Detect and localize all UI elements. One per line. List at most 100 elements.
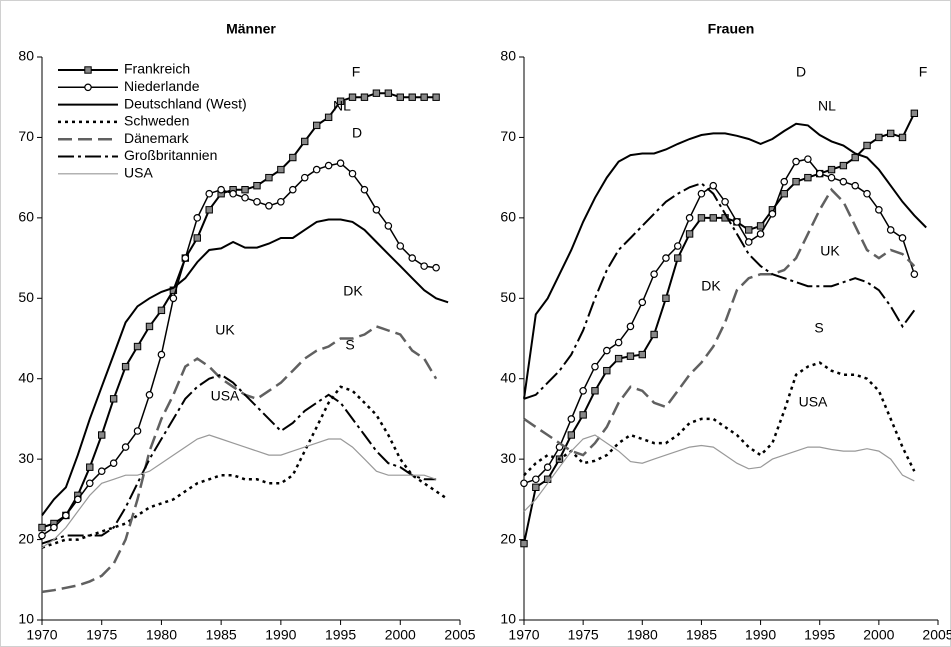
marker: [396, 242, 405, 250]
marker: [121, 443, 130, 451]
marker: [324, 113, 333, 122]
marker: [685, 230, 694, 238]
marker: [910, 109, 919, 117]
y-tick-label: 70: [500, 128, 516, 144]
marker: [38, 531, 46, 540]
y-tick-label: 60: [500, 209, 516, 225]
marker: [133, 342, 142, 351]
y-tick-label: 60: [18, 209, 34, 225]
marker: [288, 185, 297, 194]
marker: [898, 133, 907, 142]
marker: [638, 350, 646, 359]
marker: [756, 222, 765, 230]
marker: [875, 206, 883, 214]
x-tick-label: 1985: [206, 627, 237, 643]
marker: [336, 159, 345, 167]
chart-title: Männer: [226, 21, 276, 37]
x-tick-label: 2000: [385, 627, 416, 643]
y-tick-label: 50: [18, 289, 34, 305]
marker: [744, 238, 753, 246]
x-tick-label: 1970: [26, 627, 57, 643]
marker: [420, 93, 428, 101]
marker: [396, 93, 404, 101]
x-tick-label: 1985: [686, 627, 717, 643]
y-tick-label: 10: [18, 611, 34, 627]
marker: [579, 386, 587, 395]
x-tick-label: 1970: [508, 627, 539, 643]
marker: [109, 395, 118, 403]
marker: [638, 298, 647, 307]
x-tick-label: 1975: [86, 627, 117, 643]
marker: [532, 475, 540, 484]
marker: [756, 230, 765, 238]
marker: [205, 189, 214, 198]
marker: [591, 362, 599, 371]
marker: [277, 165, 285, 174]
marker: [827, 165, 836, 174]
series-line: [523, 187, 916, 457]
marker: [408, 254, 417, 262]
marker: [532, 483, 540, 491]
annotation: S: [345, 337, 354, 353]
annotation: USA: [211, 388, 240, 404]
marker: [265, 201, 273, 210]
y-tick-label: 70: [18, 128, 34, 144]
series-line: [41, 218, 449, 516]
annotation: D: [352, 125, 362, 141]
marker: [50, 523, 58, 532]
chart-title: Frauen: [708, 21, 755, 37]
marker: [74, 495, 82, 504]
marker: [650, 270, 658, 278]
marker: [863, 189, 871, 198]
marker: [851, 181, 860, 190]
legend-marker: [84, 66, 92, 74]
series-line: [41, 325, 438, 594]
y-tick-label: 20: [18, 530, 34, 546]
marker: [97, 467, 106, 476]
annotation: UK: [215, 322, 235, 338]
marker: [133, 427, 142, 435]
legend-label: Deutschland (West): [124, 95, 247, 111]
series-line: [523, 434, 915, 512]
marker: [336, 97, 345, 105]
marker: [432, 93, 440, 101]
marker: [792, 157, 800, 166]
x-tick-label: 1995: [325, 627, 356, 643]
marker: [827, 173, 836, 182]
annotation: UK: [820, 243, 840, 259]
x-tick-label: 1980: [627, 627, 658, 643]
marker: [277, 197, 285, 206]
marker: [697, 214, 706, 222]
marker: [181, 254, 190, 262]
marker: [662, 254, 670, 262]
marker: [745, 226, 753, 234]
marker: [591, 387, 599, 395]
marker: [85, 479, 94, 488]
marker: [265, 173, 273, 182]
marker: [360, 185, 369, 194]
series-line: [523, 112, 916, 544]
marker: [697, 189, 706, 198]
marker: [650, 330, 658, 339]
marker: [709, 181, 718, 190]
marker: [709, 214, 717, 222]
marker: [372, 89, 381, 97]
marker: [520, 479, 528, 488]
marker: [839, 161, 848, 170]
series-line: [41, 92, 437, 529]
marker: [839, 177, 848, 186]
x-tick-label: 1980: [146, 627, 177, 643]
y-tick-label: 10: [500, 611, 516, 627]
legend-label: Dänemark: [124, 130, 190, 146]
marker: [157, 306, 166, 315]
series-line: [523, 122, 927, 399]
marker: [408, 93, 416, 101]
y-tick-label: 50: [500, 289, 516, 305]
y-tick-label: 80: [18, 48, 34, 64]
marker: [348, 169, 357, 178]
marker: [626, 322, 635, 331]
marker: [98, 431, 106, 439]
annotation: S: [814, 320, 823, 336]
